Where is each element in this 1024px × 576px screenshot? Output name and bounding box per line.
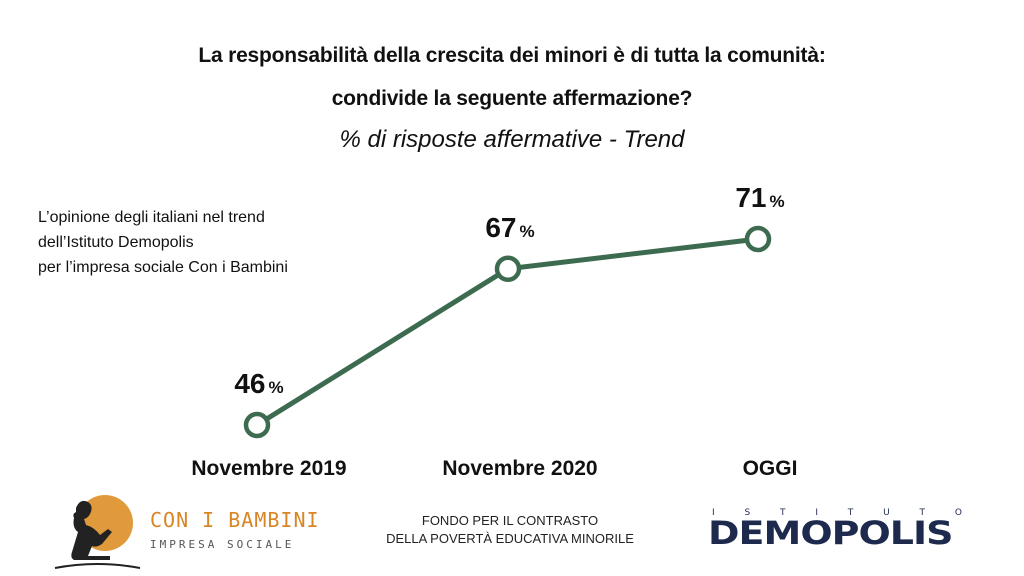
logo-name: CON I BAMBINI xyxy=(150,508,320,532)
fund-caption: FONDO PER IL CONTRASTO DELLA POVERTÀ EDU… xyxy=(340,512,680,548)
source-note: L’opinione degli italiani nel trend dell… xyxy=(38,205,288,280)
source-note-line: dell’Istituto Demopolis xyxy=(38,234,194,251)
fund-caption-line: DELLA POVERTÀ EDUCATIVA MINORILE xyxy=(386,531,634,546)
x-tick-label: OGGI xyxy=(743,457,798,480)
chart-title-line-1: La responsabilità della crescita dei min… xyxy=(198,44,826,67)
logo-letter: S xyxy=(744,508,751,518)
fund-caption-line: FONDO PER IL CONTRASTO xyxy=(421,513,599,528)
logo-letter: T xyxy=(919,508,926,518)
logo-letter: U xyxy=(883,508,890,518)
chart-title-line-2: condivide la seguente affermazione? xyxy=(331,87,693,110)
data-point xyxy=(744,225,772,253)
data-label: 67% xyxy=(485,212,534,243)
x-tick-label: Novembre 2019 xyxy=(191,457,346,480)
data-label: 71% xyxy=(735,182,784,213)
data-point xyxy=(243,411,271,439)
data-label: 46% xyxy=(234,368,283,399)
chart-subtitle: % di risposte affermative - Trend xyxy=(339,126,685,153)
data-point xyxy=(494,255,522,283)
logo-letter: I xyxy=(815,508,818,518)
logo-subtitle: IMPRESA SOCIALE xyxy=(150,538,295,551)
source-note-line: L’opinione degli italiani nel trend xyxy=(38,209,265,226)
x-tick-label: Novembre 2020 xyxy=(442,457,597,480)
demopolis-logo: DEMOPOLIS xyxy=(708,514,953,552)
con-i-bambini-logo-icon xyxy=(54,495,141,569)
logo-letter: T xyxy=(780,508,786,518)
logo-letter: I xyxy=(712,508,715,518)
source-note-line: per l’impresa sociale Con i Bambini xyxy=(38,259,288,276)
con-i-bambini-logo-text: CON I BAMBINI IMPRESA SOCIALE xyxy=(150,508,320,551)
logo-letter: T xyxy=(847,508,854,518)
logo-letter: O xyxy=(954,508,962,518)
